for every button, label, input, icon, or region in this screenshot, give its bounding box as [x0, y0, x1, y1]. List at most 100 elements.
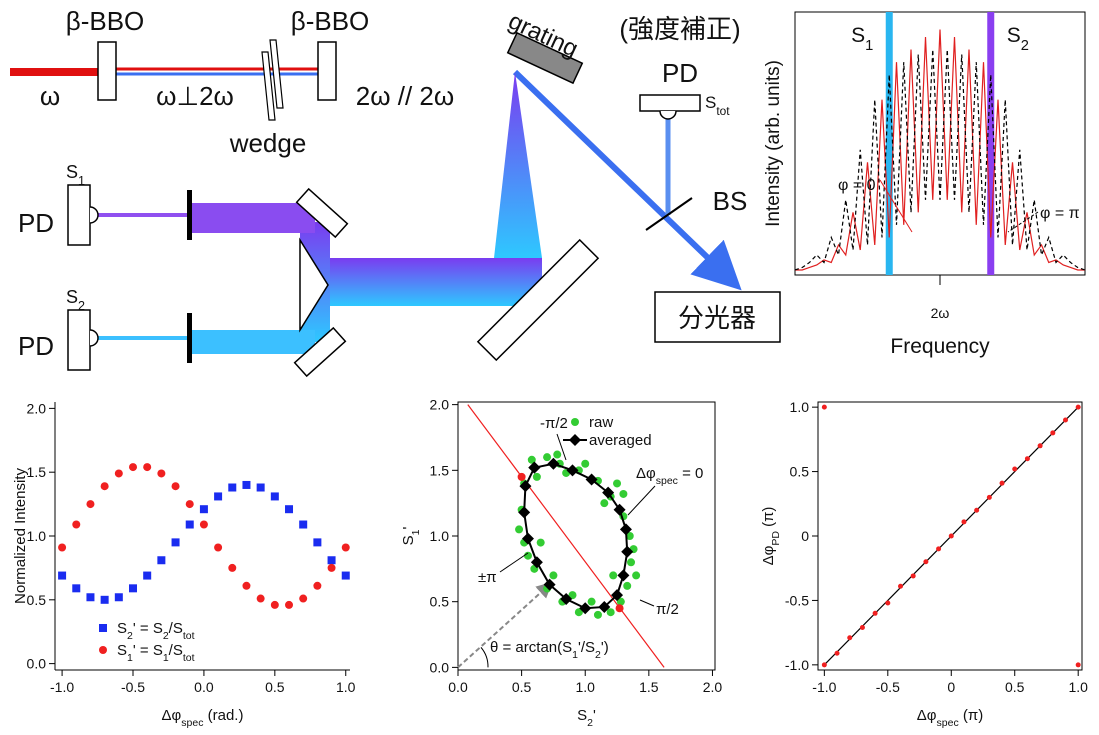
text-part: S	[851, 24, 865, 47]
point	[609, 571, 617, 579]
y-tick-label: 1.0	[790, 399, 810, 415]
beam	[190, 203, 315, 233]
text-part: (π)	[959, 707, 984, 724]
text-part: ' = S	[133, 620, 163, 637]
label: PD	[18, 331, 54, 361]
x-tick-label: 0.0	[194, 679, 214, 695]
point	[936, 546, 941, 551]
point	[143, 463, 151, 471]
x-tick-label: 1.0	[336, 679, 356, 695]
text-part: S	[66, 162, 78, 182]
legend-marker	[99, 646, 107, 654]
text-part: /S	[169, 642, 183, 659]
point	[1063, 418, 1068, 423]
point	[528, 462, 540, 474]
point	[594, 611, 602, 619]
text-part: ')	[601, 639, 609, 656]
point	[214, 543, 222, 551]
annotation: Δφspec = 0	[636, 465, 703, 487]
point	[299, 521, 307, 529]
legend-marker	[99, 624, 107, 632]
page: β-BBO β-BBO ω ω⊥2ω wedge 2ω // 2ω gratin…	[0, 0, 1099, 735]
annotation: π/2	[656, 601, 679, 618]
spectrum-line	[795, 30, 1085, 270]
y-tick-label: 2.0	[27, 400, 47, 416]
x-tick-label: 0.5	[265, 679, 285, 695]
point	[271, 492, 279, 500]
legend-marker	[569, 434, 581, 446]
x-tick-label: 0.0	[448, 679, 468, 695]
point	[588, 598, 596, 606]
point	[242, 481, 250, 489]
annotation: ±π	[478, 569, 497, 586]
point	[537, 539, 545, 547]
beam	[190, 330, 315, 354]
x-tick-label: -0.5	[121, 679, 145, 695]
point	[949, 534, 954, 539]
label: S1	[66, 162, 85, 188]
point	[86, 500, 94, 508]
label: ω⊥2ω	[156, 81, 234, 111]
text-part: spec	[937, 717, 959, 729]
x-tick-label: -1.0	[50, 679, 74, 695]
point	[72, 521, 80, 529]
y-tick-label: 0.5	[790, 464, 810, 480]
x-tick-label: 2.0	[703, 679, 723, 695]
point	[961, 519, 966, 524]
y-tick-label: 1.5	[430, 462, 450, 478]
leader	[1008, 212, 1038, 232]
slit	[187, 190, 192, 240]
point	[172, 482, 180, 490]
point	[627, 558, 635, 566]
leader	[640, 600, 654, 606]
point	[822, 405, 827, 410]
text-part: spec	[181, 717, 203, 729]
point	[313, 582, 321, 590]
photodiode	[68, 185, 90, 245]
point	[515, 525, 523, 533]
text-part: '	[400, 527, 417, 530]
angle-arc	[481, 647, 488, 667]
point	[143, 572, 151, 580]
text-part: S	[577, 707, 587, 724]
point	[553, 451, 561, 459]
point	[613, 479, 621, 487]
y-tick-label: 2.0	[430, 397, 450, 413]
point	[835, 651, 840, 656]
x-tick-label: -1.0	[812, 679, 836, 695]
label: PD	[662, 58, 698, 88]
text-part: tot	[716, 104, 730, 118]
text-part: Δφ	[917, 707, 937, 724]
text-part: S	[1007, 24, 1021, 47]
label: S2	[66, 287, 85, 313]
point	[228, 484, 236, 492]
annotation: φ = π	[1040, 205, 1080, 222]
point	[129, 463, 137, 471]
x-axis-label: Frequency	[890, 335, 990, 358]
point	[873, 611, 878, 616]
text-part: Δφ	[162, 707, 182, 724]
y-tick-label: 0.5	[27, 592, 47, 608]
label: 分光器	[678, 303, 756, 333]
y-tick-label: 1.5	[27, 464, 47, 480]
point	[600, 499, 608, 507]
point	[860, 625, 865, 630]
point	[200, 505, 208, 513]
point	[200, 521, 208, 529]
text-part: tot	[183, 652, 195, 664]
text-part: (π)	[760, 507, 777, 532]
point	[313, 538, 321, 546]
x-axis-label: Δφspec (π)	[917, 707, 983, 729]
point	[101, 596, 109, 604]
photodiode	[90, 330, 98, 346]
point	[115, 469, 123, 477]
point	[898, 584, 903, 589]
point	[157, 469, 165, 477]
point	[157, 556, 165, 564]
point	[186, 500, 194, 508]
text-part: Δφ	[760, 545, 777, 565]
text-part: tot	[183, 630, 195, 642]
dispersed-beam	[318, 258, 542, 306]
y-tick-label: 1.0	[27, 528, 47, 544]
point	[617, 569, 629, 581]
